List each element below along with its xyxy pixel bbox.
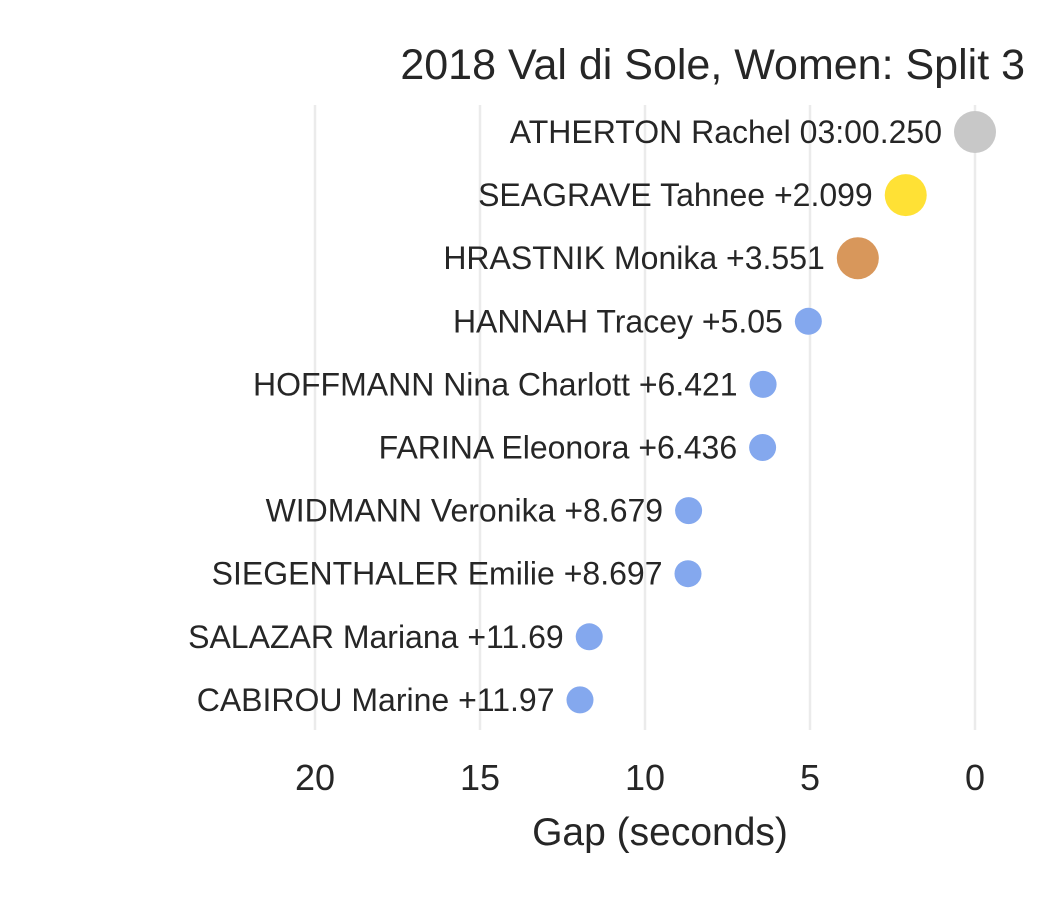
data-points — [566, 111, 996, 714]
x-tick-labels: 20 15 10 5 0 — [295, 757, 985, 798]
point-cabirou-marine — [566, 686, 594, 714]
label-hoffmann-nina-charlott: HOFFMANN Nina Charlott +6.421 — [253, 366, 738, 402]
label-hrastnik-monika: HRASTNIK Monika +3.551 — [443, 240, 825, 276]
x-tick-label-5: 5 — [800, 757, 820, 798]
x-tick-label-15: 15 — [460, 757, 500, 798]
point-salazar-mariana — [575, 623, 603, 651]
chart-title: 2018 Val di Sole, Women: Split 3 — [400, 41, 1025, 89]
label-cabirou-marine: CABIROU Marine +11.97 — [197, 682, 555, 718]
point-atherton-rachel — [954, 111, 996, 153]
point-seagrave-tahnee — [884, 174, 927, 217]
point-farina-eleonora — [749, 434, 777, 461]
label-farina-eleonora: FARINA Eleonora +6.436 — [379, 430, 737, 466]
label-atherton-rachel: ATHERTON Rachel 03:00.250 — [510, 114, 942, 150]
x-tick-label-10: 10 — [625, 757, 665, 798]
point-hannah-tracey — [794, 307, 822, 335]
point-siegenthaler-emilie — [674, 560, 702, 588]
label-hannah-tracey: HANNAH Tracey +5.05 — [453, 303, 783, 339]
label-salazar-mariana: SALAZAR Mariana +11.69 — [188, 619, 564, 655]
point-hrastnik-monika — [836, 237, 879, 280]
x-axis-label: Gap (seconds) — [532, 811, 788, 854]
point-widmann-veronika — [675, 497, 703, 525]
label-widmann-veronika: WIDMANN Veronika +8.679 — [266, 493, 664, 529]
x-tick-label-0: 0 — [965, 757, 985, 798]
gridlines — [313, 105, 977, 730]
label-siegenthaler-emilie: SIEGENTHALER Emilie +8.697 — [212, 556, 663, 592]
x-tick-label-20: 20 — [295, 757, 335, 798]
point-hoffmann-nina-charlott — [749, 370, 777, 398]
label-seagrave-tahnee: SEAGRAVE Tahnee +2.099 — [478, 177, 873, 213]
point-labels: ATHERTON Rachel 03:00.250 SEAGRAVE Tahnee… — [188, 114, 942, 718]
